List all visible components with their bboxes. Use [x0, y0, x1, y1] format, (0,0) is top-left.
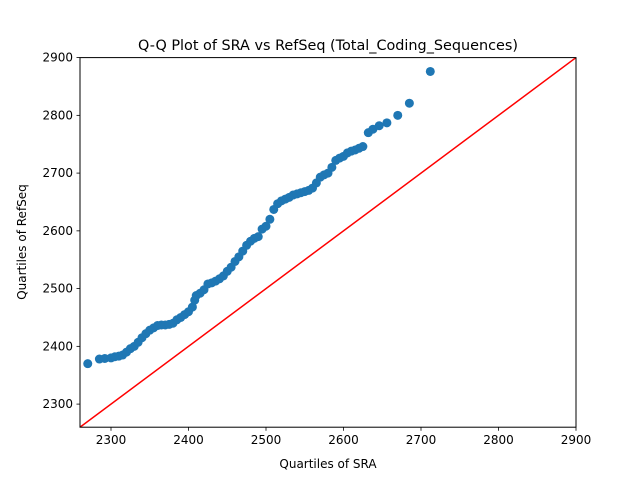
y-tick-label: 2800 — [42, 108, 73, 122]
data-point — [253, 232, 263, 242]
y-tick-label: 2900 — [42, 51, 73, 65]
data-point — [404, 98, 414, 108]
x-axis-label: Quartiles of SRA — [279, 457, 377, 471]
y-tick-label: 2300 — [42, 397, 73, 411]
x-axis: 2300 2400 2500 2600 2700 2800 2900 — [96, 427, 592, 447]
data-point — [327, 162, 337, 172]
y-tick-label: 2700 — [42, 166, 73, 180]
x-tick-label: 2700 — [406, 433, 437, 447]
chart-title: Q-Q Plot of SRA vs RefSeq (Total_Coding_… — [138, 38, 518, 54]
plot-area — [80, 57, 576, 428]
data-point — [265, 214, 275, 224]
data-point — [374, 121, 384, 131]
x-tick-label: 2600 — [328, 433, 359, 447]
data-point — [358, 142, 368, 152]
data-point — [83, 359, 93, 369]
reference-line — [80, 57, 576, 428]
y-tick-label: 2600 — [42, 224, 73, 238]
x-tick-label: 2800 — [483, 433, 514, 447]
plot-frame — [79, 57, 577, 428]
x-tick-label: 2400 — [173, 433, 204, 447]
data-point — [261, 221, 271, 231]
x-tick-label: 2500 — [251, 433, 282, 447]
y-axis: 2300 2400 2500 2600 2700 2800 2900 — [42, 51, 80, 411]
data-point — [382, 118, 392, 128]
y-axis-label: Quartiles of RefSeq — [15, 184, 29, 300]
data-point — [393, 110, 403, 120]
y-tick-label: 2400 — [42, 339, 73, 353]
x-tick-label: 2300 — [96, 433, 127, 447]
data-point — [187, 302, 197, 312]
data-point — [425, 66, 435, 76]
y-tick-label: 2500 — [42, 282, 73, 296]
x-tick-label: 2900 — [561, 433, 592, 447]
